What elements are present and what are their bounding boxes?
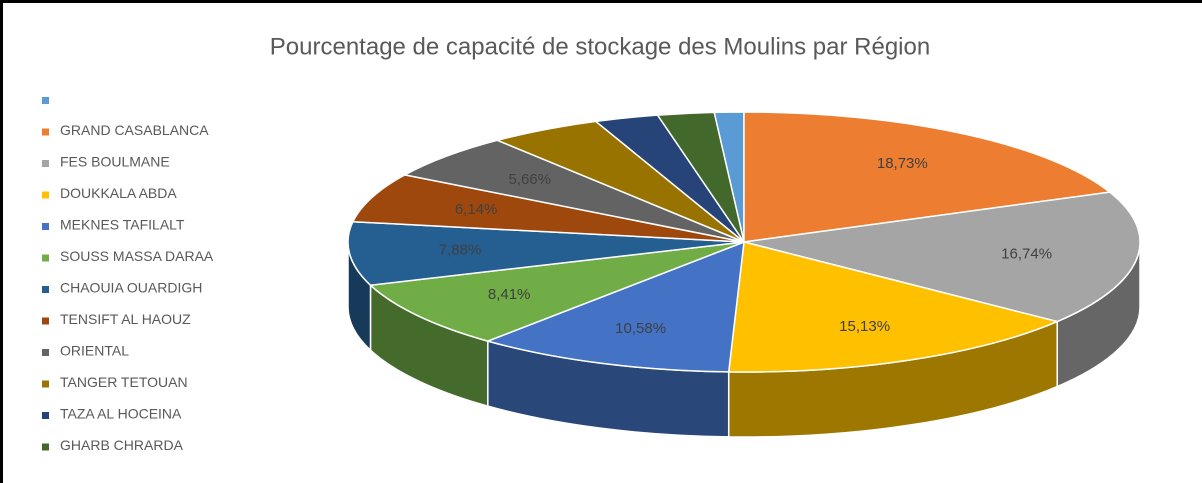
legend-swatch <box>42 317 49 325</box>
legend-swatch <box>42 97 49 104</box>
legend-label: GHARB CHRARDA <box>60 437 184 453</box>
legend-label: FES BOULMANE <box>60 154 170 170</box>
data-label: 18,73% <box>877 155 928 172</box>
legend-label: DOUKKALA ABDA <box>60 185 177 201</box>
legend-swatch <box>42 412 49 419</box>
slice <box>743 191 1141 323</box>
legend-label: ORIENTAL <box>60 343 129 359</box>
legend-swatch <box>42 128 49 136</box>
slice <box>743 111 1112 243</box>
legend-label: MEKNES TAFILALT <box>60 217 185 233</box>
slice <box>402 139 745 243</box>
legend-label: GRAND CASABLANCA <box>60 122 209 138</box>
slice <box>351 174 745 243</box>
slice <box>368 241 745 342</box>
data-label: 15,13% <box>839 318 890 335</box>
data-label: 7,88% <box>439 241 482 258</box>
chart-title: Pourcentage de capacité de stockage des … <box>270 33 930 60</box>
legend-swatch <box>42 254 49 262</box>
legend-swatch <box>42 223 49 230</box>
legend-label: TENSIFT AL HAOUZ <box>60 311 191 327</box>
slice <box>485 240 745 373</box>
legend-swatch <box>42 286 49 293</box>
legend-swatch <box>42 191 49 199</box>
legend-label: SOUSS MASSA DARAA <box>60 248 214 264</box>
legend-swatch <box>42 160 49 167</box>
legend-swatch <box>42 349 49 356</box>
slice <box>656 111 745 243</box>
legend-swatch <box>42 443 49 451</box>
data-label: 10,58% <box>615 320 666 337</box>
data-label: 8,41% <box>488 286 531 303</box>
slice <box>727 241 1060 373</box>
legend-swatch <box>42 380 49 388</box>
legend-label: TANGER TETOUAN <box>60 374 188 390</box>
data-label: 6,14% <box>455 201 498 218</box>
legend-label: TAZA AL HOCEINA <box>60 406 182 422</box>
data-label: 5,66% <box>508 171 551 188</box>
data-label: 16,74% <box>1001 245 1052 262</box>
legend-label: CHAOUIA OUARDIGH <box>60 280 202 296</box>
